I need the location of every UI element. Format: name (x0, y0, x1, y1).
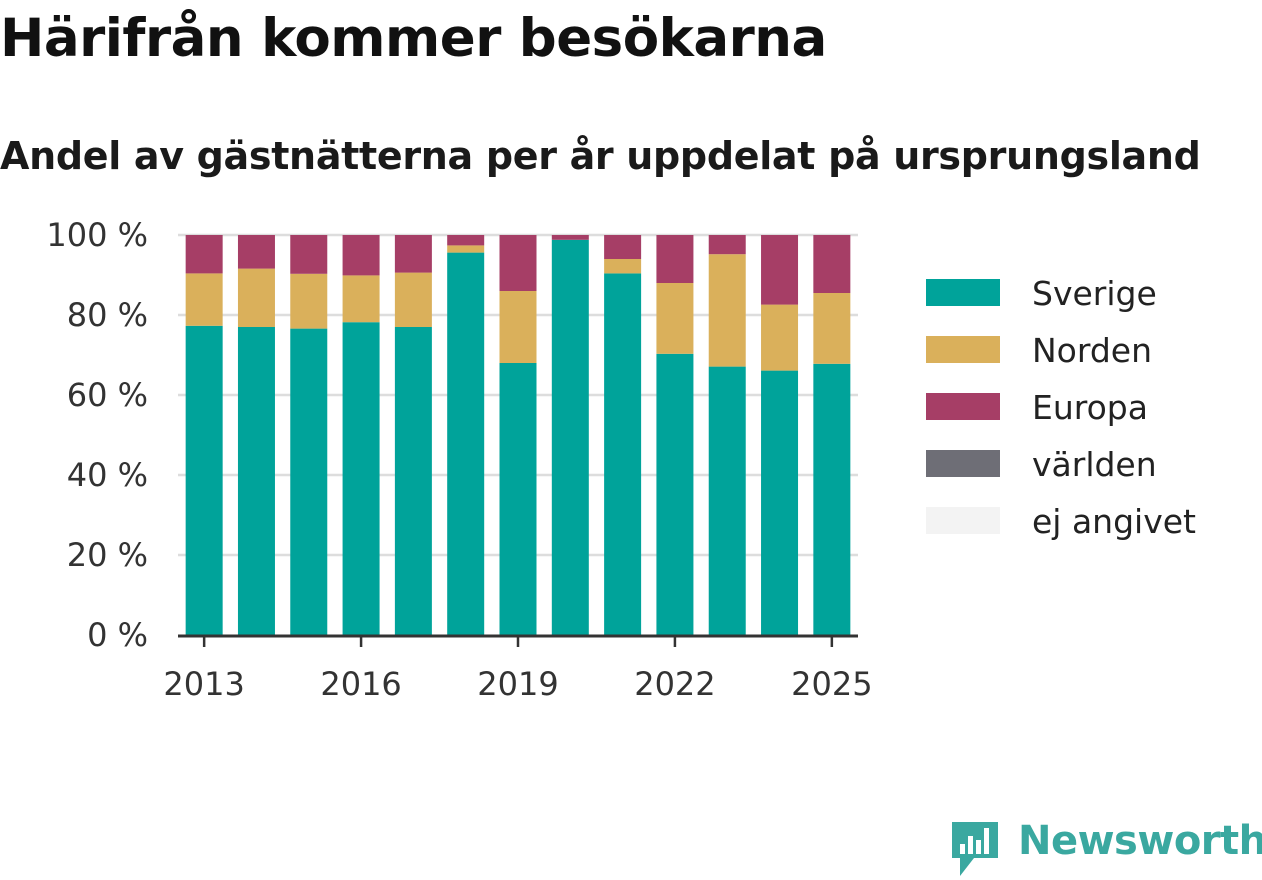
legend-swatch (926, 336, 1000, 363)
bar-segment (499, 363, 537, 635)
legend-label: Norden (1032, 331, 1152, 370)
bar-segment (499, 235, 537, 291)
legend-swatch (926, 507, 1000, 534)
y-tick-label: 100 % (46, 216, 148, 254)
bar-segment (394, 235, 432, 273)
newsworthy-logo-icon (952, 822, 998, 876)
bar-segment (237, 235, 275, 269)
legend: Sverige Norden Europa världen ej angivet (926, 274, 1196, 541)
chart-title: Härifrån kommer besökarna (0, 8, 827, 69)
bar-segment (813, 235, 851, 293)
x-tick-label: 2025 (791, 665, 872, 703)
legend-swatch (926, 450, 1000, 477)
bar-segment (551, 235, 589, 240)
legend-label: Europa (1032, 388, 1148, 427)
bar-segment (290, 273, 328, 329)
bar-segment (447, 235, 485, 246)
bar-segment (499, 291, 537, 363)
bar-segment (708, 235, 746, 255)
bar-segment (447, 245, 485, 253)
bar-segment (447, 252, 485, 635)
x-tick-label: 2022 (634, 665, 715, 703)
bar-segment (761, 235, 799, 305)
bar-segment (761, 304, 799, 371)
bar-segment (237, 327, 275, 635)
axes: 0 % 20 % 40 % 60 % 80 % 100 % 2013 2016 2019 2022… (46, 216, 872, 703)
bar-segment (708, 254, 746, 367)
bar-segment (604, 259, 642, 274)
y-tick-label: 80 % (67, 296, 148, 334)
bar-segment (342, 235, 380, 276)
x-tick-label: 2016 (320, 665, 401, 703)
brand-name: Newsworthy (1018, 818, 1262, 864)
bar-segment (185, 325, 223, 635)
bar-segment (708, 366, 746, 635)
bar-segment (394, 327, 432, 635)
bar-segment (185, 235, 223, 274)
y-tick-label: 40 % (67, 456, 148, 494)
bar-segment (290, 235, 328, 274)
bar-segment (342, 322, 380, 635)
bar-segment (290, 328, 328, 635)
bar-segment (394, 272, 432, 327)
bar-segment (656, 353, 694, 635)
x-tick-label: 2013 (163, 665, 244, 703)
y-tick-label: 60 % (67, 376, 148, 414)
legend-label: Sverige (1032, 274, 1157, 313)
bar-segment (237, 268, 275, 327)
bar-segment (813, 363, 851, 635)
x-tick-label: 2019 (477, 665, 558, 703)
y-tick-label: 20 % (67, 536, 148, 574)
bar-segment (761, 370, 799, 635)
bar-segment (813, 293, 851, 364)
y-tick-label: 0 % (87, 616, 148, 654)
chart-subtitle: Andel av gästnätterna per år uppdelat på… (0, 134, 1201, 178)
bar-segment (656, 235, 694, 283)
legend-label: världen (1032, 445, 1157, 484)
bar-segment (604, 273, 642, 635)
bar-segment (656, 283, 694, 354)
bars (185, 235, 851, 636)
legend-label: ej angivet (1032, 502, 1196, 541)
legend-swatch (926, 279, 1000, 306)
bar-segment (604, 235, 642, 259)
legend-swatch (926, 393, 1000, 420)
bar-segment (342, 275, 380, 323)
bar-segment (185, 273, 223, 326)
bar-segment (551, 239, 589, 636)
